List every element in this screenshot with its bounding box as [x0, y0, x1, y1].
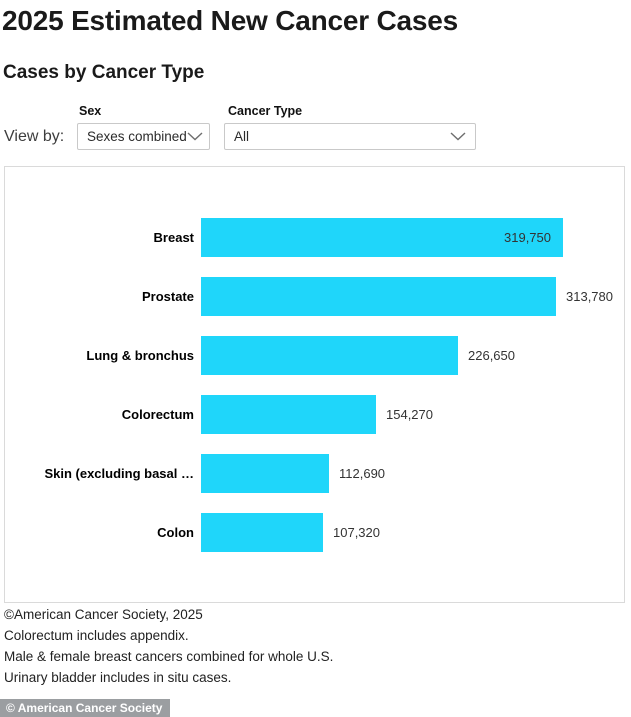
bar[interactable]	[201, 277, 556, 316]
category-label: Colorectum	[121, 407, 194, 422]
bar-value-label: 154,270	[386, 407, 433, 422]
bar[interactable]	[201, 454, 329, 493]
bar[interactable]	[201, 395, 376, 434]
category-label: Colon	[157, 525, 194, 540]
chart-title: Cases by Cancer Type	[3, 62, 205, 83]
bar-row: Colon 107,320	[5, 513, 624, 552]
footnote: Urinary bladder includes in situ cases.	[4, 670, 232, 685]
footnote: Male & female breast cancers combined fo…	[4, 649, 334, 664]
cancer-type-filter-label: Cancer Type	[228, 104, 303, 118]
chevron-down-icon	[450, 132, 466, 141]
bar[interactable]	[201, 336, 458, 375]
category-label: Prostate	[141, 289, 194, 304]
bar-value-label: 107,320	[333, 525, 380, 540]
bar-value-label: 112,690	[339, 466, 386, 481]
bar-value-label: 226,650	[468, 348, 515, 363]
sex-dropdown-value: Sexes combined	[87, 129, 187, 144]
cancer-type-dropdown[interactable]: All	[224, 123, 476, 150]
sex-dropdown[interactable]: Sexes combined	[77, 123, 210, 150]
footnote: ©American Cancer Society, 2025	[4, 607, 203, 622]
bar-row: Lung & bronchus 226,650	[5, 336, 624, 375]
sex-filter-label: Sex	[79, 104, 102, 118]
cancer-type-dropdown-value: All	[234, 129, 250, 144]
chevron-down-icon	[187, 132, 203, 141]
chart-area: Breast 319,750 Prostate 313,780 Lung & bronc…	[4, 166, 625, 603]
bar-value-label: 313,780	[566, 289, 613, 304]
bar-row: Breast 319,750	[5, 218, 624, 257]
bar-row: Prostate 313,780	[5, 277, 624, 316]
category-label: Skin (excluding basal …	[44, 466, 194, 481]
bar[interactable]	[201, 218, 563, 257]
bar-row: Skin (excluding basal … 112,690	[5, 454, 624, 493]
bar[interactable]	[201, 513, 323, 552]
footnote: Colorectum includes appendix.	[4, 628, 189, 643]
bar-value-label: 319,750	[504, 230, 551, 245]
source-badge: © American Cancer Society	[0, 699, 171, 717]
chart-footnotes: ©American Cancer Society, 2025 Colorectu…	[4, 604, 333, 688]
bar-row: Colorectum 154,270	[5, 395, 624, 434]
page-title: 2025 Estimated New Cancer Cases	[2, 5, 459, 36]
view-by-label: View by:	[4, 128, 65, 145]
category-label: Lung & bronchus	[86, 348, 194, 363]
category-label: Breast	[153, 230, 194, 245]
